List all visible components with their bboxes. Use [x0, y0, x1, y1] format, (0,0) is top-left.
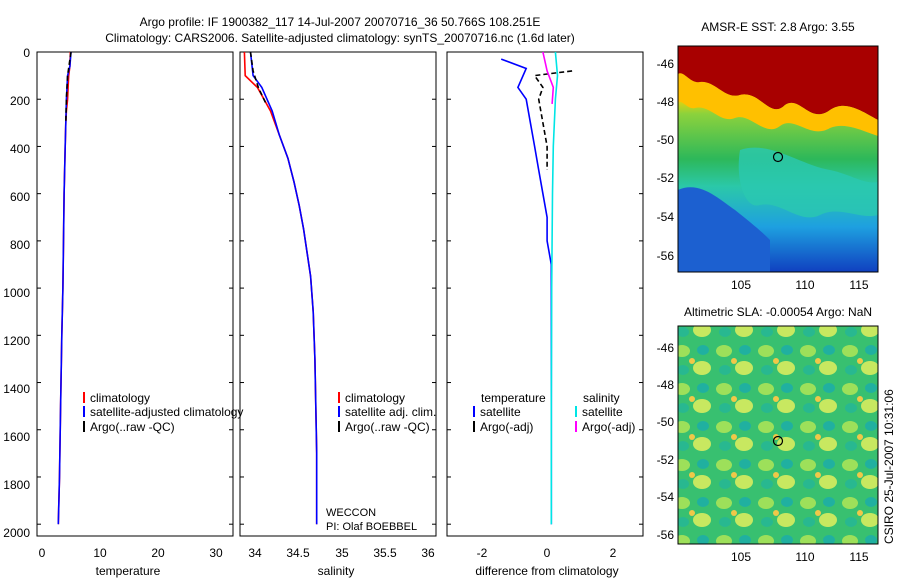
- sst-lat-label: -50: [657, 133, 675, 147]
- temperature-tick-label: 0: [39, 546, 46, 560]
- sla-lat-label: -56: [657, 528, 675, 542]
- sla-lat-label: -46: [657, 341, 675, 355]
- series-line-salinity-satellite: [550, 51, 559, 525]
- sst-lat-label: -48: [657, 95, 675, 109]
- difference-tick-label: 0: [544, 546, 551, 560]
- temperature-axis-label: temperature: [96, 564, 161, 578]
- sla-map-field: [678, 326, 878, 544]
- series-line-satellite-adj-clim-: [249, 51, 318, 525]
- legend-label: Argo(..raw -QC): [345, 420, 430, 434]
- legend-label: satellite-adjusted climatology: [90, 405, 243, 419]
- legend-label: Argo(-adj): [480, 420, 533, 434]
- sst-lon-label: 110: [795, 278, 814, 292]
- sla-lat-label: -50: [657, 415, 675, 429]
- legend-label: satellite adj. clim.: [345, 405, 436, 419]
- temperature-tick-label: 20: [151, 546, 165, 560]
- axis-ticks: [37, 51, 643, 525]
- legend-label: satellite: [582, 405, 623, 419]
- salinity-tick-label: 36: [421, 546, 435, 560]
- sla-map: Altimetric SLA: -0.00054 Argo: NaN -46 -…: [657, 305, 879, 564]
- legend-label: climatology: [90, 391, 150, 405]
- temperature-tick-label: 10: [93, 546, 107, 560]
- legend-label: Argo(..raw -QC): [90, 420, 175, 434]
- legend-label: Argo(-adj): [582, 420, 635, 434]
- legend-header-temperature: temperature: [481, 391, 546, 405]
- depth-axis: 0 200 400 600 800 1000 1200 1400 1600 18…: [3, 46, 30, 540]
- sla-map-frame: [677, 325, 879, 545]
- sst-lat-label: -46: [657, 57, 675, 71]
- sst-map-frame: [677, 45, 879, 273]
- series-line-temperature-satellite: [500, 58, 553, 525]
- sla-lat-label: -54: [657, 490, 675, 504]
- float-operator: WECCON: [326, 507, 376, 519]
- sla-lat-label: -48: [657, 378, 675, 392]
- temperature-panel-frame: [36, 51, 234, 537]
- salinity-panel-frame: [239, 51, 437, 537]
- sla-lat-label: -52: [657, 453, 675, 467]
- difference-legend: temperature salinity satellite Argo(-adj…: [473, 391, 635, 434]
- series-line-salinity-argo-adj-: [542, 51, 555, 104]
- series-line-temperature-argo-adj-: [533, 70, 573, 170]
- sla-lon-label: 110: [795, 550, 814, 564]
- sla-lon-label: 105: [731, 550, 751, 564]
- sst-lon-label: 105: [731, 278, 751, 292]
- sst-map: AMSR-E SST: 2.8 Argo: 3.55 -46 -48 -50 -…: [657, 20, 879, 292]
- series-line-argo-raw-qc-: [249, 51, 267, 105]
- depth-tick-label: 0: [23, 46, 30, 60]
- legend-header-salinity: salinity: [583, 391, 620, 405]
- sst-lat-label: -52: [657, 171, 675, 185]
- temperature-x-axis: 0 10 20 30 temperature: [39, 546, 223, 578]
- salinity-tick-label: 34.5: [286, 546, 310, 560]
- difference-tick-label: -2: [477, 546, 488, 560]
- argo-location-marker: [772, 151, 784, 163]
- sst-lat-label: -56: [657, 249, 675, 263]
- legend-label: climatology: [345, 391, 405, 405]
- sla-map-title: Altimetric SLA: -0.00054 Argo: NaN: [684, 305, 872, 319]
- difference-axis-label: difference from climatology: [475, 564, 618, 578]
- depth-tick-label: 800: [10, 238, 30, 252]
- difference-x-axis: -2 0 2 difference from climatology: [475, 546, 618, 578]
- argo-location-marker: [772, 435, 784, 447]
- depth-tick-label: 1000: [3, 286, 30, 300]
- temperature-legend: climatology satellite-adjusted climatolo…: [83, 391, 243, 434]
- sst-map-title: AMSR-E SST: 2.8 Argo: 3.55: [701, 20, 855, 34]
- salinity-tick-label: 34: [248, 546, 262, 560]
- depth-tick-label: 400: [10, 142, 30, 156]
- salinity-axis-label: salinity: [318, 564, 355, 578]
- figure-title-line1: Argo profile: IF 1900382_117 14-Jul-2007…: [140, 15, 541, 29]
- depth-tick-label: 2000: [3, 526, 30, 540]
- depth-tick-label: 200: [10, 94, 30, 108]
- sst-front-warm: [678, 46, 878, 120]
- sla-lon-label: 115: [849, 550, 868, 564]
- series-line-satellite-adjusted-climatology: [57, 51, 72, 525]
- legend-label: satellite: [480, 405, 521, 419]
- sst-cyan-band: [738, 147, 878, 218]
- float-pi: PI: Olaf BOEBBEL: [326, 521, 417, 533]
- difference-tick-label: 2: [610, 546, 617, 560]
- depth-tick-label: 1600: [3, 430, 30, 444]
- depth-tick-label: 1200: [3, 334, 30, 348]
- depth-tick-label: 1800: [3, 478, 30, 492]
- salinity-legend: climatology satellite adj. clim. Argo(..…: [326, 391, 436, 533]
- sst-lat-label: -54: [657, 210, 675, 224]
- temperature-tick-label: 30: [209, 546, 223, 560]
- salinity-tick-label: 35.5: [373, 546, 397, 560]
- sst-lon-label: 115: [849, 278, 868, 292]
- series-line-climatology: [243, 51, 318, 525]
- depth-tick-label: 600: [10, 190, 30, 204]
- difference-panel-frame: [446, 51, 644, 537]
- side-stamp: CSIRO 25-Jul-2007 10:31:06: [882, 389, 896, 544]
- sst-cold-blue: [678, 187, 770, 272]
- sst-front-yellow: [678, 73, 878, 136]
- depth-tick-label: 1400: [3, 382, 30, 396]
- salinity-tick-label: 35: [335, 546, 349, 560]
- salinity-x-axis: 34 34.5 35 35.5 36 salinity: [248, 546, 435, 578]
- series-layer: [57, 51, 573, 525]
- figure-title-line2: Climatology: CARS2006. Satellite-adjuste…: [105, 31, 575, 45]
